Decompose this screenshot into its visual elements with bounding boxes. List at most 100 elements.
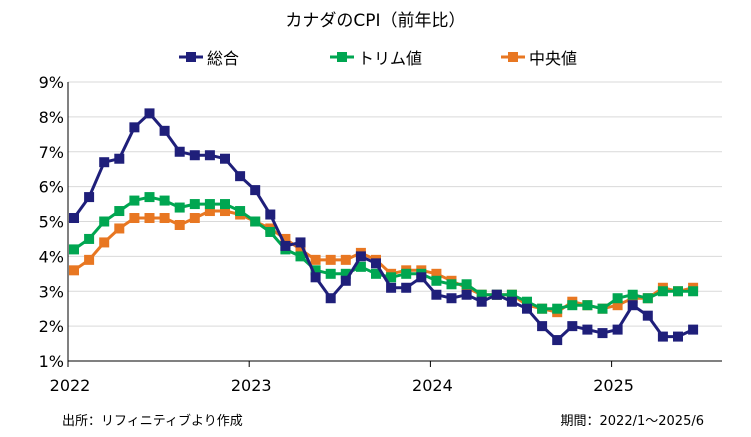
data-point — [280, 240, 291, 251]
data-point — [310, 265, 321, 276]
legend-item-trim: トリム値 — [330, 46, 422, 68]
data-point — [310, 254, 321, 265]
legend-label-median: 中央値 — [529, 49, 578, 68]
data-point — [99, 216, 110, 227]
legend-marker-total — [179, 52, 203, 62]
data-point — [340, 275, 351, 286]
data-point — [84, 233, 95, 244]
data-point — [114, 206, 125, 217]
data-point — [144, 108, 155, 119]
data-point — [582, 324, 593, 335]
data-point — [220, 206, 230, 217]
data-point — [129, 213, 140, 224]
data-point — [69, 244, 79, 255]
data-point — [506, 296, 517, 307]
data-point — [159, 195, 170, 206]
y-tick-label: 7% — [39, 143, 64, 162]
series-line — [73, 209, 694, 314]
data-point — [506, 289, 517, 300]
x-tick-label: 2025 — [593, 376, 634, 395]
legend-item-median: 中央値 — [501, 46, 577, 68]
data-point — [84, 192, 95, 203]
data-point — [627, 300, 638, 311]
legend-item-total: 総合 — [179, 46, 239, 68]
period-note: 期間：2022/1～2025/6 — [560, 414, 704, 429]
data-point — [537, 321, 548, 332]
data-point — [265, 209, 276, 220]
data-point — [159, 125, 170, 136]
data-point — [174, 146, 185, 157]
data-point — [522, 303, 532, 314]
data-point — [552, 335, 563, 346]
y-tick-label: 6% — [39, 178, 64, 197]
data-point — [265, 226, 276, 237]
data-point — [325, 268, 336, 279]
data-point — [204, 199, 215, 210]
chart-title: カナダのCPI（前年比） — [285, 11, 466, 31]
data-point — [325, 293, 336, 304]
y-tick-label: 4% — [39, 247, 64, 266]
data-point — [250, 216, 261, 227]
data-point — [597, 303, 608, 314]
data-point — [446, 279, 457, 290]
data-point — [431, 289, 442, 300]
data-point — [612, 300, 623, 311]
data-point — [627, 289, 638, 300]
data-point — [673, 286, 683, 297]
data-point — [688, 324, 699, 335]
data-point — [476, 296, 487, 307]
data-point — [99, 237, 110, 248]
chart-legend: 総合 トリム値 中央値 — [0, 46, 751, 68]
data-point — [295, 244, 306, 255]
data-point — [144, 213, 155, 224]
legend-marker-median — [501, 52, 525, 62]
data-point — [204, 150, 215, 161]
data-point — [657, 286, 668, 297]
data-point — [69, 213, 79, 224]
data-point — [220, 199, 230, 210]
y-tick-label: 8% — [39, 108, 64, 127]
data-point — [235, 206, 246, 217]
data-point — [174, 202, 185, 213]
data-point — [189, 199, 200, 210]
data-point — [416, 272, 427, 283]
x-tick-label: 2022 — [50, 376, 91, 395]
legend-label-trim: トリム値 — [358, 49, 423, 68]
data-point — [129, 195, 140, 206]
data-point — [401, 282, 412, 293]
data-point — [386, 282, 397, 293]
data-point — [220, 153, 230, 164]
data-point — [355, 261, 366, 272]
data-point — [325, 254, 336, 265]
data-point — [84, 254, 95, 265]
data-point — [371, 268, 381, 279]
data-point — [491, 289, 502, 300]
data-point — [204, 206, 215, 217]
data-point — [386, 272, 397, 283]
data-point — [431, 268, 442, 279]
data-point — [461, 279, 472, 290]
y-tick-label: 3% — [39, 282, 64, 301]
data-point — [159, 213, 170, 224]
data-point — [612, 293, 623, 304]
x-tick-label: 2023 — [231, 376, 272, 395]
data-point — [189, 213, 200, 224]
data-point — [612, 324, 623, 335]
data-point — [537, 303, 548, 314]
data-point — [446, 293, 457, 304]
data-point — [461, 289, 472, 300]
data-point — [99, 157, 110, 168]
legend-label-total: 総合 — [207, 49, 240, 68]
data-point — [673, 331, 683, 342]
legend-marker-trim — [330, 52, 354, 62]
data-point — [114, 153, 125, 164]
data-point — [250, 185, 261, 196]
data-point — [310, 272, 321, 283]
data-point — [567, 300, 578, 311]
data-point — [431, 275, 442, 286]
data-point — [642, 293, 653, 304]
data-point — [522, 296, 532, 307]
data-point — [189, 150, 200, 161]
data-point — [174, 219, 185, 230]
